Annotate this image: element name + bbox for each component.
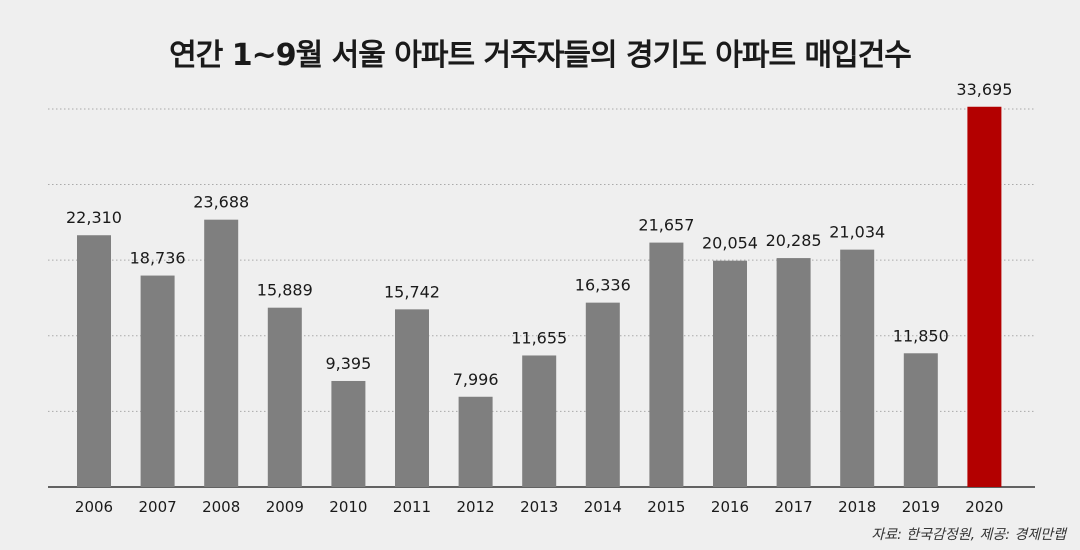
bar-2020: [967, 106, 1002, 487]
chart-title: 연간 1~9월 서울 아파트 거주자들의 경기도 아파트 매입건수: [169, 38, 912, 73]
x-tick-label-2008: 2008: [202, 498, 240, 516]
bar-2016: [713, 260, 747, 487]
bar-2006: [77, 235, 111, 487]
x-tick-label-2014: 2014: [584, 498, 622, 516]
bar-2019: [903, 353, 938, 487]
bar-2015: [649, 242, 684, 487]
value-label-2009: 15,889: [257, 281, 313, 300]
x-tick-label-2007: 2007: [139, 498, 177, 516]
value-label-2010: 9,395: [325, 354, 371, 373]
value-label-2018: 21,034: [829, 223, 885, 242]
x-tick-label-2009: 2009: [266, 498, 304, 516]
value-label-2017: 20,285: [766, 231, 822, 250]
bar-2011: [395, 309, 429, 487]
value-label-2013: 11,655: [511, 328, 567, 347]
value-label-2019: 11,850: [893, 326, 949, 345]
value-label-2006: 22,310: [66, 208, 122, 227]
value-label-2015: 21,657: [638, 216, 694, 235]
value-label-2011: 15,742: [384, 282, 440, 301]
x-tick-label-2019: 2019: [902, 498, 940, 516]
x-tick-label-2011: 2011: [393, 498, 431, 516]
bar-2018: [840, 249, 875, 487]
source-note: 자료: 한국감정원, 제공: 경제만랩: [871, 527, 1066, 543]
x-tick-label-2006: 2006: [75, 498, 113, 516]
bar-2012: [458, 396, 493, 487]
x-tick-label-2016: 2016: [711, 498, 749, 516]
value-label-2020: 33,695: [956, 80, 1012, 99]
bar-2014: [585, 302, 620, 487]
value-label-2014: 16,336: [575, 276, 631, 295]
x-tick-label-2015: 2015: [647, 498, 685, 516]
value-label-2008: 23,688: [193, 193, 249, 212]
x-tick-label-2012: 2012: [457, 498, 495, 516]
value-label-2016: 20,054: [702, 234, 758, 253]
bar-2009: [267, 307, 302, 487]
x-tick-label-2020: 2020: [965, 498, 1003, 516]
bar-2010: [331, 380, 366, 487]
bar-2008: [204, 219, 239, 488]
x-tick-label-2010: 2010: [329, 498, 367, 516]
bar-2017: [776, 258, 811, 487]
value-label-2007: 18,736: [130, 249, 186, 268]
value-label-2012: 7,996: [453, 370, 499, 389]
bar-2013: [522, 355, 557, 487]
x-tick-label-2017: 2017: [775, 498, 813, 516]
x-tick-label-2018: 2018: [838, 498, 876, 516]
x-tick-label-2013: 2013: [520, 498, 558, 516]
bar-2007: [140, 275, 175, 487]
